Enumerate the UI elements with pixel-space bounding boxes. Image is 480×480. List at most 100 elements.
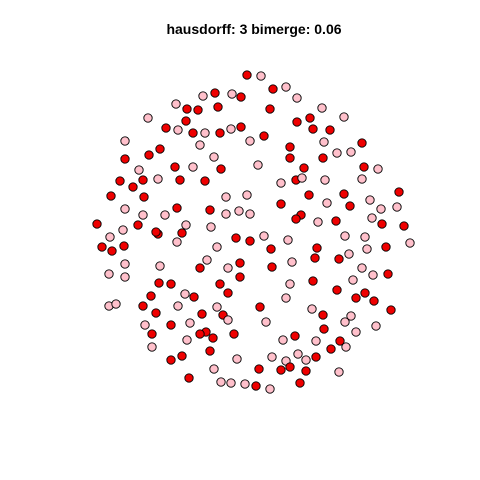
data-point-pink: [365, 195, 375, 205]
data-point-red: [177, 351, 187, 361]
data-point-red: [345, 201, 355, 211]
data-point-red: [335, 336, 345, 346]
data-point-red: [92, 219, 102, 229]
data-point-pink: [357, 263, 367, 273]
data-point-red: [242, 70, 252, 80]
data-point-red: [166, 279, 176, 289]
data-point-pink: [276, 178, 286, 188]
data-point-pink: [188, 162, 198, 172]
data-point-red: [334, 254, 344, 264]
data-point-red: [351, 293, 361, 303]
data-point-pink: [160, 210, 170, 220]
data-point-red: [292, 117, 302, 127]
data-point-red: [205, 346, 215, 356]
data-point-pink: [202, 255, 212, 265]
data-point-pink: [118, 225, 128, 235]
data-point-red: [119, 241, 129, 251]
data-point-pink: [245, 209, 255, 219]
data-point-pink: [332, 148, 342, 158]
data-point-red: [188, 128, 198, 138]
data-point-pink: [319, 137, 329, 147]
data-point-pink: [334, 367, 344, 377]
data-point-red: [308, 124, 318, 134]
data-point-red: [139, 192, 149, 202]
data-point-red: [399, 221, 409, 231]
data-point-pink: [339, 112, 349, 122]
data-point-red: [369, 296, 379, 306]
data-point-pink: [344, 249, 354, 259]
data-point-red: [182, 104, 192, 114]
data-point-pink: [181, 220, 191, 230]
data-point-pink: [373, 164, 383, 174]
data-point-red: [325, 125, 335, 135]
data-point-pink: [261, 317, 271, 327]
data-point-red: [285, 142, 295, 152]
data-point-red: [215, 128, 225, 138]
data-point-red: [394, 187, 404, 197]
data-point-pink: [281, 82, 291, 92]
data-point-red: [161, 123, 171, 133]
data-point-pink: [232, 354, 242, 364]
data-point-red: [166, 355, 176, 365]
data-point-red: [265, 104, 275, 114]
data-point-pink: [265, 384, 275, 394]
data-point-red: [245, 236, 255, 246]
data-point-pink: [221, 209, 231, 219]
data-point-pink: [216, 377, 226, 387]
data-point-red: [312, 243, 322, 253]
data-point-pink: [185, 318, 195, 328]
data-point-red: [106, 191, 116, 201]
data-point-pink: [120, 136, 130, 146]
data-point-red: [339, 189, 349, 199]
data-point-pink: [198, 91, 208, 101]
data-point-pink: [212, 302, 222, 312]
data-point-pink: [376, 204, 386, 214]
data-point-pink: [153, 174, 163, 184]
data-point-pink: [138, 210, 148, 220]
data-point-pink: [267, 352, 277, 362]
data-point-red: [133, 220, 143, 230]
data-point-pink: [104, 269, 114, 279]
data-point-red: [184, 373, 194, 383]
data-point-red: [276, 365, 286, 375]
data-point-pink: [120, 259, 130, 269]
data-point-pink: [293, 349, 303, 359]
data-point-pink: [367, 213, 377, 223]
data-point-red: [266, 244, 276, 254]
data-point-pink: [120, 204, 130, 214]
data-point-red: [235, 258, 245, 268]
data-point-red: [360, 288, 370, 298]
data-point-red: [181, 116, 191, 126]
data-point-red: [255, 302, 265, 312]
data-point-pink: [134, 165, 144, 175]
data-point-red: [138, 175, 148, 185]
data-point-red: [383, 269, 393, 279]
data-point-red: [189, 292, 199, 302]
data-point-pink: [226, 124, 236, 134]
data-point-red: [213, 102, 223, 112]
data-point-red: [151, 227, 161, 237]
data-point-pink: [320, 175, 330, 185]
data-point-pink: [371, 321, 381, 331]
data-point-pink: [346, 147, 356, 157]
data-point-pink: [287, 257, 297, 267]
data-point-red: [107, 246, 117, 256]
data-point-red: [115, 176, 125, 186]
data-point-red: [151, 308, 161, 318]
data-point-pink: [223, 315, 233, 325]
data-point-red: [195, 329, 205, 339]
data-point-red: [170, 162, 180, 172]
data-point-red: [310, 253, 320, 263]
data-point-red: [177, 228, 187, 238]
data-point-pink: [173, 125, 183, 135]
data-point-red: [304, 190, 314, 200]
data-point-pink: [140, 320, 150, 330]
data-point-red: [331, 216, 341, 226]
data-point-pink: [256, 71, 266, 81]
data-point-red: [166, 320, 176, 330]
data-point-pink: [209, 152, 219, 162]
data-point-pink: [285, 279, 295, 289]
data-point-pink: [322, 198, 332, 208]
data-point-pink: [195, 140, 205, 150]
data-point-pink: [341, 342, 351, 352]
